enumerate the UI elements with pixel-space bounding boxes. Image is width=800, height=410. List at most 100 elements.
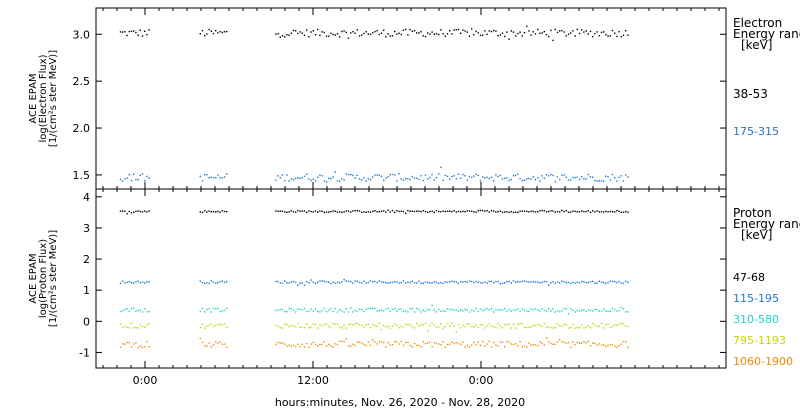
data-point [429, 341, 431, 343]
data-point [343, 324, 345, 326]
data-point [279, 210, 281, 212]
data-point [497, 322, 499, 325]
data-point [622, 308, 625, 310]
data-point [354, 280, 356, 282]
data-point [411, 30, 413, 32]
data-point [431, 282, 433, 284]
data-point [429, 33, 431, 35]
data-point [306, 323, 308, 325]
data-point [583, 327, 585, 329]
data-point [217, 307, 219, 310]
data-point [581, 309, 583, 311]
data-point [462, 341, 464, 343]
data-point [354, 209, 356, 212]
data-point [281, 174, 284, 176]
data-point [468, 323, 471, 325]
data-point [565, 35, 567, 37]
data-point [210, 311, 212, 313]
data-point [416, 282, 418, 284]
data-point [596, 180, 598, 182]
data-point [380, 281, 383, 283]
data-point [523, 280, 526, 282]
data-point [592, 176, 594, 178]
data-point [310, 326, 312, 328]
data-point [589, 211, 592, 213]
data-point [504, 346, 506, 348]
data-point [581, 176, 583, 178]
data-point [618, 280, 620, 283]
data-point [622, 282, 625, 284]
data-point [442, 310, 444, 312]
data-point [135, 281, 137, 283]
data-point [528, 281, 530, 283]
data-point [334, 343, 336, 345]
data-point [345, 210, 347, 212]
data-point [385, 308, 387, 310]
data-point [466, 309, 468, 311]
data-point [429, 211, 431, 213]
data-point [484, 210, 486, 212]
data-point [284, 180, 286, 182]
data-point [411, 175, 413, 178]
data-point [336, 323, 339, 325]
data-point [133, 282, 135, 284]
data-point [310, 279, 312, 281]
data-point [137, 178, 139, 181]
data-point [440, 344, 442, 346]
data-point [199, 175, 201, 178]
data-point [574, 210, 576, 212]
data-point [334, 307, 336, 310]
data-point [352, 343, 354, 345]
x-tick-label: 0:00 [469, 374, 494, 387]
data-point [394, 323, 396, 325]
data-point [215, 282, 217, 284]
data-point [451, 210, 453, 213]
data-point [411, 308, 413, 310]
data-point [288, 282, 290, 284]
data-point [416, 32, 418, 34]
data-point [530, 344, 532, 346]
data-point [622, 180, 625, 182]
data-point [303, 327, 306, 329]
data-point [614, 211, 616, 213]
data-point [275, 210, 277, 212]
data-point [550, 29, 552, 32]
data-point [512, 211, 515, 214]
data-point [332, 281, 334, 283]
data-point [479, 180, 482, 182]
data-point [616, 180, 618, 182]
data-point [519, 281, 521, 283]
data-point [512, 309, 515, 311]
data-point [424, 322, 427, 324]
data-point [449, 30, 451, 32]
data-point [482, 209, 484, 212]
data-point [292, 280, 295, 283]
data-point [398, 32, 400, 34]
data-point [537, 28, 539, 31]
data-point [314, 210, 317, 212]
data-point [519, 177, 521, 180]
data-point [148, 346, 150, 348]
data-point [528, 310, 530, 313]
data-point [122, 31, 124, 33]
data-point [545, 174, 548, 176]
y-tick-label: 1 [83, 284, 90, 297]
data-point [284, 211, 286, 213]
data-point [501, 327, 504, 329]
data-point [407, 311, 409, 313]
data-point [204, 282, 206, 285]
data-point [341, 310, 343, 312]
data-point [374, 30, 376, 33]
data-point [438, 326, 440, 328]
data-point [446, 343, 449, 346]
data-point [199, 280, 201, 282]
data-point [565, 281, 567, 284]
data-point [394, 281, 396, 283]
data-point [339, 340, 341, 343]
data-point [400, 340, 402, 343]
data-point [482, 324, 484, 326]
data-point [345, 327, 347, 329]
data-point [385, 177, 387, 179]
data-point [429, 309, 431, 311]
data-point [471, 309, 473, 311]
